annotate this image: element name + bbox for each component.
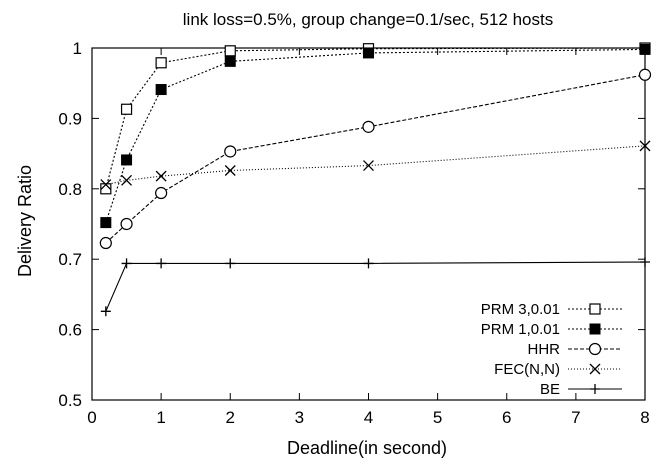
legend-marker <box>589 363 601 375</box>
legend-marker <box>590 384 600 394</box>
data-point <box>224 165 236 176</box>
legend-item-0: PRM 3,0.01 <box>481 301 622 318</box>
legend-marker <box>588 342 602 356</box>
series-0 <box>100 42 651 195</box>
y-tick-label: 0.7 <box>58 250 82 269</box>
data-point <box>638 68 652 81</box>
series-line <box>105 47 646 189</box>
data-point <box>121 174 133 186</box>
series-line <box>105 261 646 312</box>
series-1 <box>100 43 651 229</box>
series-line <box>105 74 646 244</box>
data-point <box>100 179 112 191</box>
legend-label: PRM 1,0.01 <box>481 321 560 338</box>
data-point <box>363 47 374 59</box>
y-axis-title: Delivery Ratio <box>15 165 35 277</box>
legend-marker <box>589 323 601 335</box>
x-tick-label: 0 <box>87 408 96 427</box>
legend: PRM 3,0.01 PRM 1,0.01 HHR FEC(N,N) BE <box>481 301 622 398</box>
x-tick-label: 5 <box>433 408 442 427</box>
x-tick-label: 6 <box>502 408 511 427</box>
series-line <box>105 145 646 186</box>
legend-item-1: PRM 1,0.01 <box>481 321 622 338</box>
data-point <box>100 217 112 229</box>
data-point <box>100 306 111 317</box>
data-point <box>224 55 236 67</box>
data-point <box>99 236 112 250</box>
legend-label: BE <box>540 381 560 398</box>
series-2 <box>99 68 652 250</box>
x-tick-label: 4 <box>364 408 373 427</box>
x-tick-label: 8 <box>640 408 649 427</box>
data-point <box>155 170 167 182</box>
data-point <box>156 258 167 269</box>
x-tick-label: 2 <box>226 408 235 427</box>
legend-item-3: FEC(N,N) <box>494 361 622 378</box>
plot-frame <box>91 47 646 401</box>
data-point <box>224 45 236 57</box>
data-point <box>120 217 133 231</box>
x-tick-label: 3 <box>295 408 304 427</box>
y-tick-label: 0.5 <box>58 391 82 410</box>
legend-marker <box>589 303 601 315</box>
legend-item-4: BE <box>540 381 622 398</box>
legend-item-2: HHR <box>528 341 622 358</box>
chart-title: link loss=0.5%, group change=0.1/sec, 51… <box>183 10 553 29</box>
data-point <box>155 84 167 96</box>
data-point <box>363 258 374 269</box>
legend-label: FEC(N,N) <box>494 361 560 378</box>
y-tick-label: 0.9 <box>58 109 82 128</box>
data-point <box>362 120 375 133</box>
series-3 <box>100 140 651 191</box>
x-tick-label: 7 <box>571 408 580 427</box>
y-tick-label: 0.8 <box>58 180 82 199</box>
data-point <box>121 154 133 166</box>
y-tick-label: 1 <box>73 39 82 58</box>
data-point <box>363 160 374 172</box>
data-point <box>155 57 167 69</box>
y-tick-label: 0.6 <box>58 321 82 340</box>
data-point <box>155 186 168 200</box>
data-point <box>120 103 133 115</box>
series-4 <box>100 257 650 317</box>
x-axis-title: Deadline(in second) <box>287 438 447 458</box>
series-line <box>105 48 646 223</box>
data-point <box>224 145 237 158</box>
data-point <box>640 257 650 268</box>
legend-label: HHR <box>528 341 561 358</box>
data-point <box>639 140 651 152</box>
legend-label: PRM 3,0.01 <box>481 301 560 318</box>
x-tick-label: 1 <box>156 408 165 427</box>
data-point <box>121 258 132 269</box>
plot-area: 0 1 2 3 4 5 6 7 8 0.5 0.6 0.7 0.8 0.9 1 <box>58 39 652 427</box>
data-point <box>225 258 236 269</box>
data-point <box>639 43 651 55</box>
